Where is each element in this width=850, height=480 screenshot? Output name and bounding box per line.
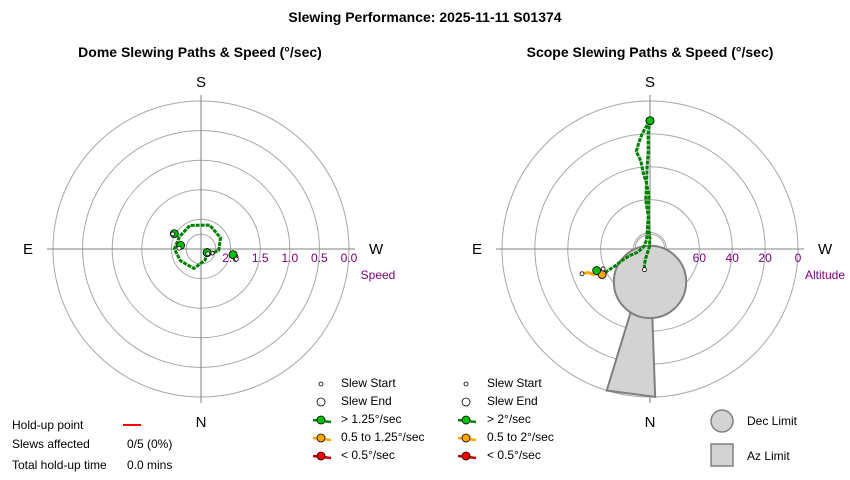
scope-compass-e: E <box>472 241 482 258</box>
dome-legend-slew-end: Slew End <box>341 394 392 408</box>
scope-radial-tick: 0 <box>795 251 802 265</box>
dome-radial-tick: 0.5 <box>311 251 328 265</box>
dome-slew-start-marker <box>228 250 238 260</box>
scope-compass-n: N <box>645 414 656 431</box>
scope-legend-markers <box>457 381 477 461</box>
scope-slew-path <box>601 120 652 276</box>
dome-legend-medium: 0.5 to 1.25°/sec <box>341 430 425 444</box>
legend-az-limit: Az Limit <box>747 449 790 463</box>
scope-slew-start-marker <box>645 116 655 126</box>
scope-legend-slew-end: Slew End <box>487 394 538 408</box>
dome-chart-title: Dome Slewing Paths & Speed (°/sec) <box>78 44 322 60</box>
scope-slew-end-marker <box>579 271 585 277</box>
scope-legend-end-marker <box>461 397 471 407</box>
scope-radial-tick: 20 <box>758 251 772 265</box>
total-holdup-label: Total hold-up time <box>12 458 107 472</box>
dome-slew-end-marker <box>233 256 239 262</box>
scope-legend-medium: 0.5 to 2°/sec <box>487 430 554 444</box>
dome-legend-speed-marker <box>316 451 326 461</box>
scope-compass-s: S <box>645 74 655 91</box>
scope-slew-start-marker <box>592 266 602 275</box>
total-holdup-value: 0.0 mins <box>127 458 173 472</box>
legend-dec-limit: Dec Limit <box>747 414 798 428</box>
scope-legend-speed-marker <box>461 451 471 461</box>
dome-legend-markers <box>312 381 332 461</box>
scope-legend-speed-marker <box>461 433 471 443</box>
dome-radial-label: Speed <box>361 268 396 282</box>
scope-chart-title: Scope Slewing Paths & Speed (°/sec) <box>526 44 774 60</box>
dome-slew-path <box>172 223 222 270</box>
scope-legend-slew-start: Slew Start <box>487 376 542 390</box>
scope-slew-end-marker <box>642 267 647 273</box>
dome-legend-start-marker <box>318 381 324 387</box>
scope-legend-fast: > 2°/sec <box>487 412 531 426</box>
scope-compass-w: W <box>818 241 833 258</box>
dome-radial-tick: 1.0 <box>281 251 298 265</box>
dome-compass-e: E <box>23 241 33 258</box>
dome-legend-slew-start: Slew Start <box>341 376 396 390</box>
dome-slew-end-marker <box>205 251 211 257</box>
dome-legend-speed-marker <box>316 433 326 443</box>
scope-slew-end-marker <box>600 266 606 272</box>
scope-radial-label: Altitude <box>805 268 845 282</box>
scope-slew-path <box>634 119 652 270</box>
scope-radial-tick: 40 <box>726 251 740 265</box>
dome-slew-end-marker <box>170 231 176 237</box>
legend-dec-limit-icon <box>710 409 734 433</box>
dome-radial-tick: 0.0 <box>341 251 358 265</box>
dome-legend-speed-marker <box>316 415 326 425</box>
scope-legend-slow: < 0.5°/sec <box>487 448 541 462</box>
page-title: Slewing Performance: 2025-11-11 S01374 <box>288 9 562 25</box>
dec-limit-region <box>612 244 688 320</box>
scope-legend-speed-marker <box>461 415 471 425</box>
dome-compass-n: N <box>196 414 207 431</box>
dome-compass-w: W <box>369 241 384 258</box>
scope-legend-start-marker <box>463 381 469 387</box>
slews-affected-label: Slews affected <box>12 437 90 451</box>
dome-slew-end-marker <box>176 245 182 251</box>
dome-legend-end-marker <box>316 397 326 407</box>
scope-polar-plot: SWNE806040200Altitude <box>472 74 845 431</box>
dome-compass-s: S <box>196 74 206 91</box>
scope-radial-tick: 60 <box>693 251 707 265</box>
dome-legend-fast: > 1.25°/sec <box>341 412 402 426</box>
slews-affected-value: 0/5 (0%) <box>127 437 173 451</box>
holdup-point-label: Hold-up point <box>12 418 84 432</box>
dome-legend-slow: < 0.5°/sec <box>341 448 395 462</box>
dome-radial-tick: 1.5 <box>252 251 269 265</box>
legend-az-limit-icon <box>710 443 734 467</box>
